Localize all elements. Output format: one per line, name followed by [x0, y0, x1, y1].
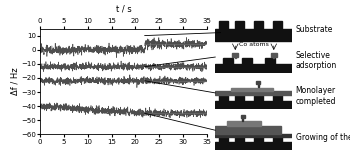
Text: t / s: t / s	[116, 4, 132, 13]
Bar	[273, 95, 282, 101]
Text: Co atoms: Co atoms	[239, 42, 269, 47]
Bar	[215, 91, 292, 95]
Bar	[219, 21, 228, 29]
Bar	[242, 118, 243, 121]
Text: Monolayer
completed: Monolayer completed	[296, 86, 336, 106]
Bar	[223, 58, 233, 64]
Bar	[232, 53, 238, 57]
Bar	[273, 57, 274, 58]
Bar	[215, 64, 292, 73]
Text: Selective
adsorption: Selective adsorption	[296, 51, 337, 70]
Bar	[256, 81, 260, 84]
Bar	[215, 142, 292, 150]
Bar	[258, 84, 259, 87]
Text: Substrate: Substrate	[296, 25, 333, 34]
Bar	[215, 101, 292, 109]
Bar	[231, 88, 273, 91]
Bar	[219, 137, 228, 142]
Bar	[273, 21, 282, 29]
Bar	[273, 137, 282, 142]
Bar	[265, 58, 275, 64]
Bar	[241, 115, 245, 118]
Bar	[271, 53, 277, 57]
Text: Growing of the deposit: Growing of the deposit	[296, 133, 350, 142]
Bar	[215, 29, 292, 41]
Bar	[254, 95, 263, 101]
Bar	[234, 137, 244, 142]
Y-axis label: Δf / Hz: Δf / Hz	[11, 68, 20, 95]
Bar	[254, 21, 263, 29]
Bar	[227, 121, 261, 126]
Bar	[254, 137, 263, 142]
Bar	[215, 126, 281, 134]
Bar	[219, 95, 228, 101]
Bar	[234, 57, 236, 58]
Bar	[234, 95, 244, 101]
Bar	[242, 58, 252, 64]
Bar	[215, 134, 292, 137]
Bar	[234, 21, 244, 29]
